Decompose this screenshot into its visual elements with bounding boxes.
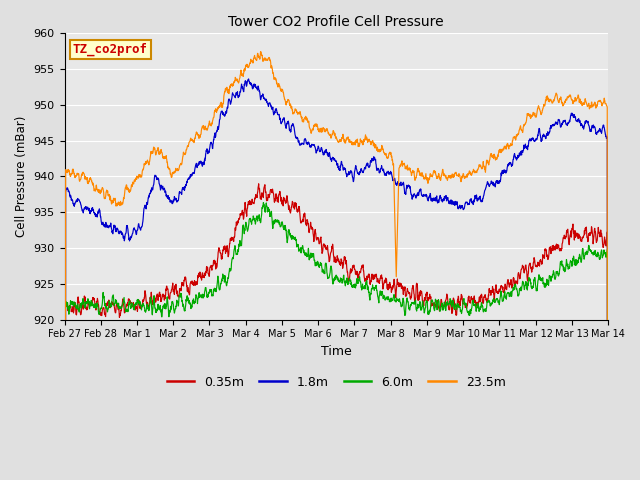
Text: TZ_co2prof: TZ_co2prof — [73, 43, 148, 56]
Y-axis label: Cell Pressure (mBar): Cell Pressure (mBar) — [15, 116, 28, 237]
X-axis label: Time: Time — [321, 345, 351, 358]
Legend: 0.35m, 1.8m, 6.0m, 23.5m: 0.35m, 1.8m, 6.0m, 23.5m — [162, 371, 511, 394]
Title: Tower CO2 Profile Cell Pressure: Tower CO2 Profile Cell Pressure — [228, 15, 444, 29]
